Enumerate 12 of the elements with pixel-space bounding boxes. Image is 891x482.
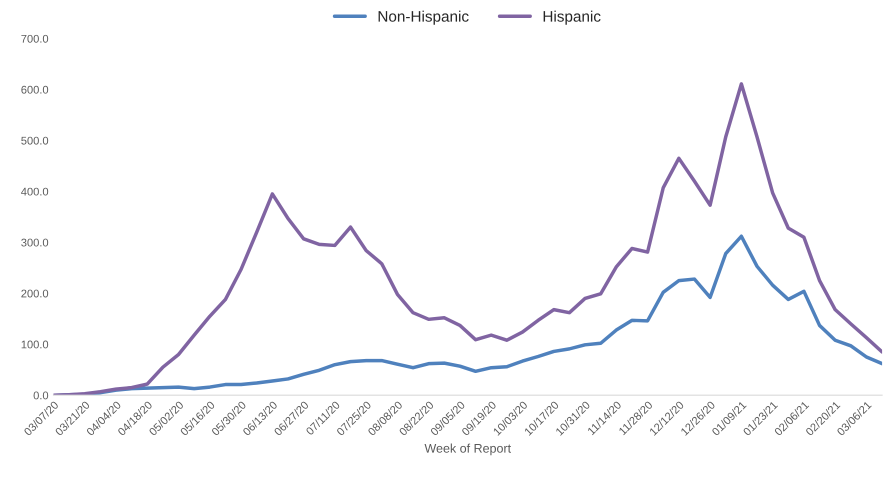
y-tick-label: 200.0: [21, 290, 48, 298]
y-tick-label: 400.0: [21, 188, 48, 196]
legend-label: Non-Hispanic: [378, 10, 469, 25]
x-axis-title: Week of Report: [424, 444, 511, 456]
y-tick-label: 0.0: [34, 392, 48, 400]
y-tick-label: 100.0: [22, 340, 48, 348]
legend-label: Hispanic: [544, 10, 601, 25]
y-tick-label: 300.0: [21, 238, 48, 247]
line-series: [53, 82, 882, 396]
y-tick-label: 700.0: [21, 34, 48, 43]
y-tick-label: 600.0: [21, 86, 48, 94]
y-tick-label: 500.0: [21, 136, 48, 145]
